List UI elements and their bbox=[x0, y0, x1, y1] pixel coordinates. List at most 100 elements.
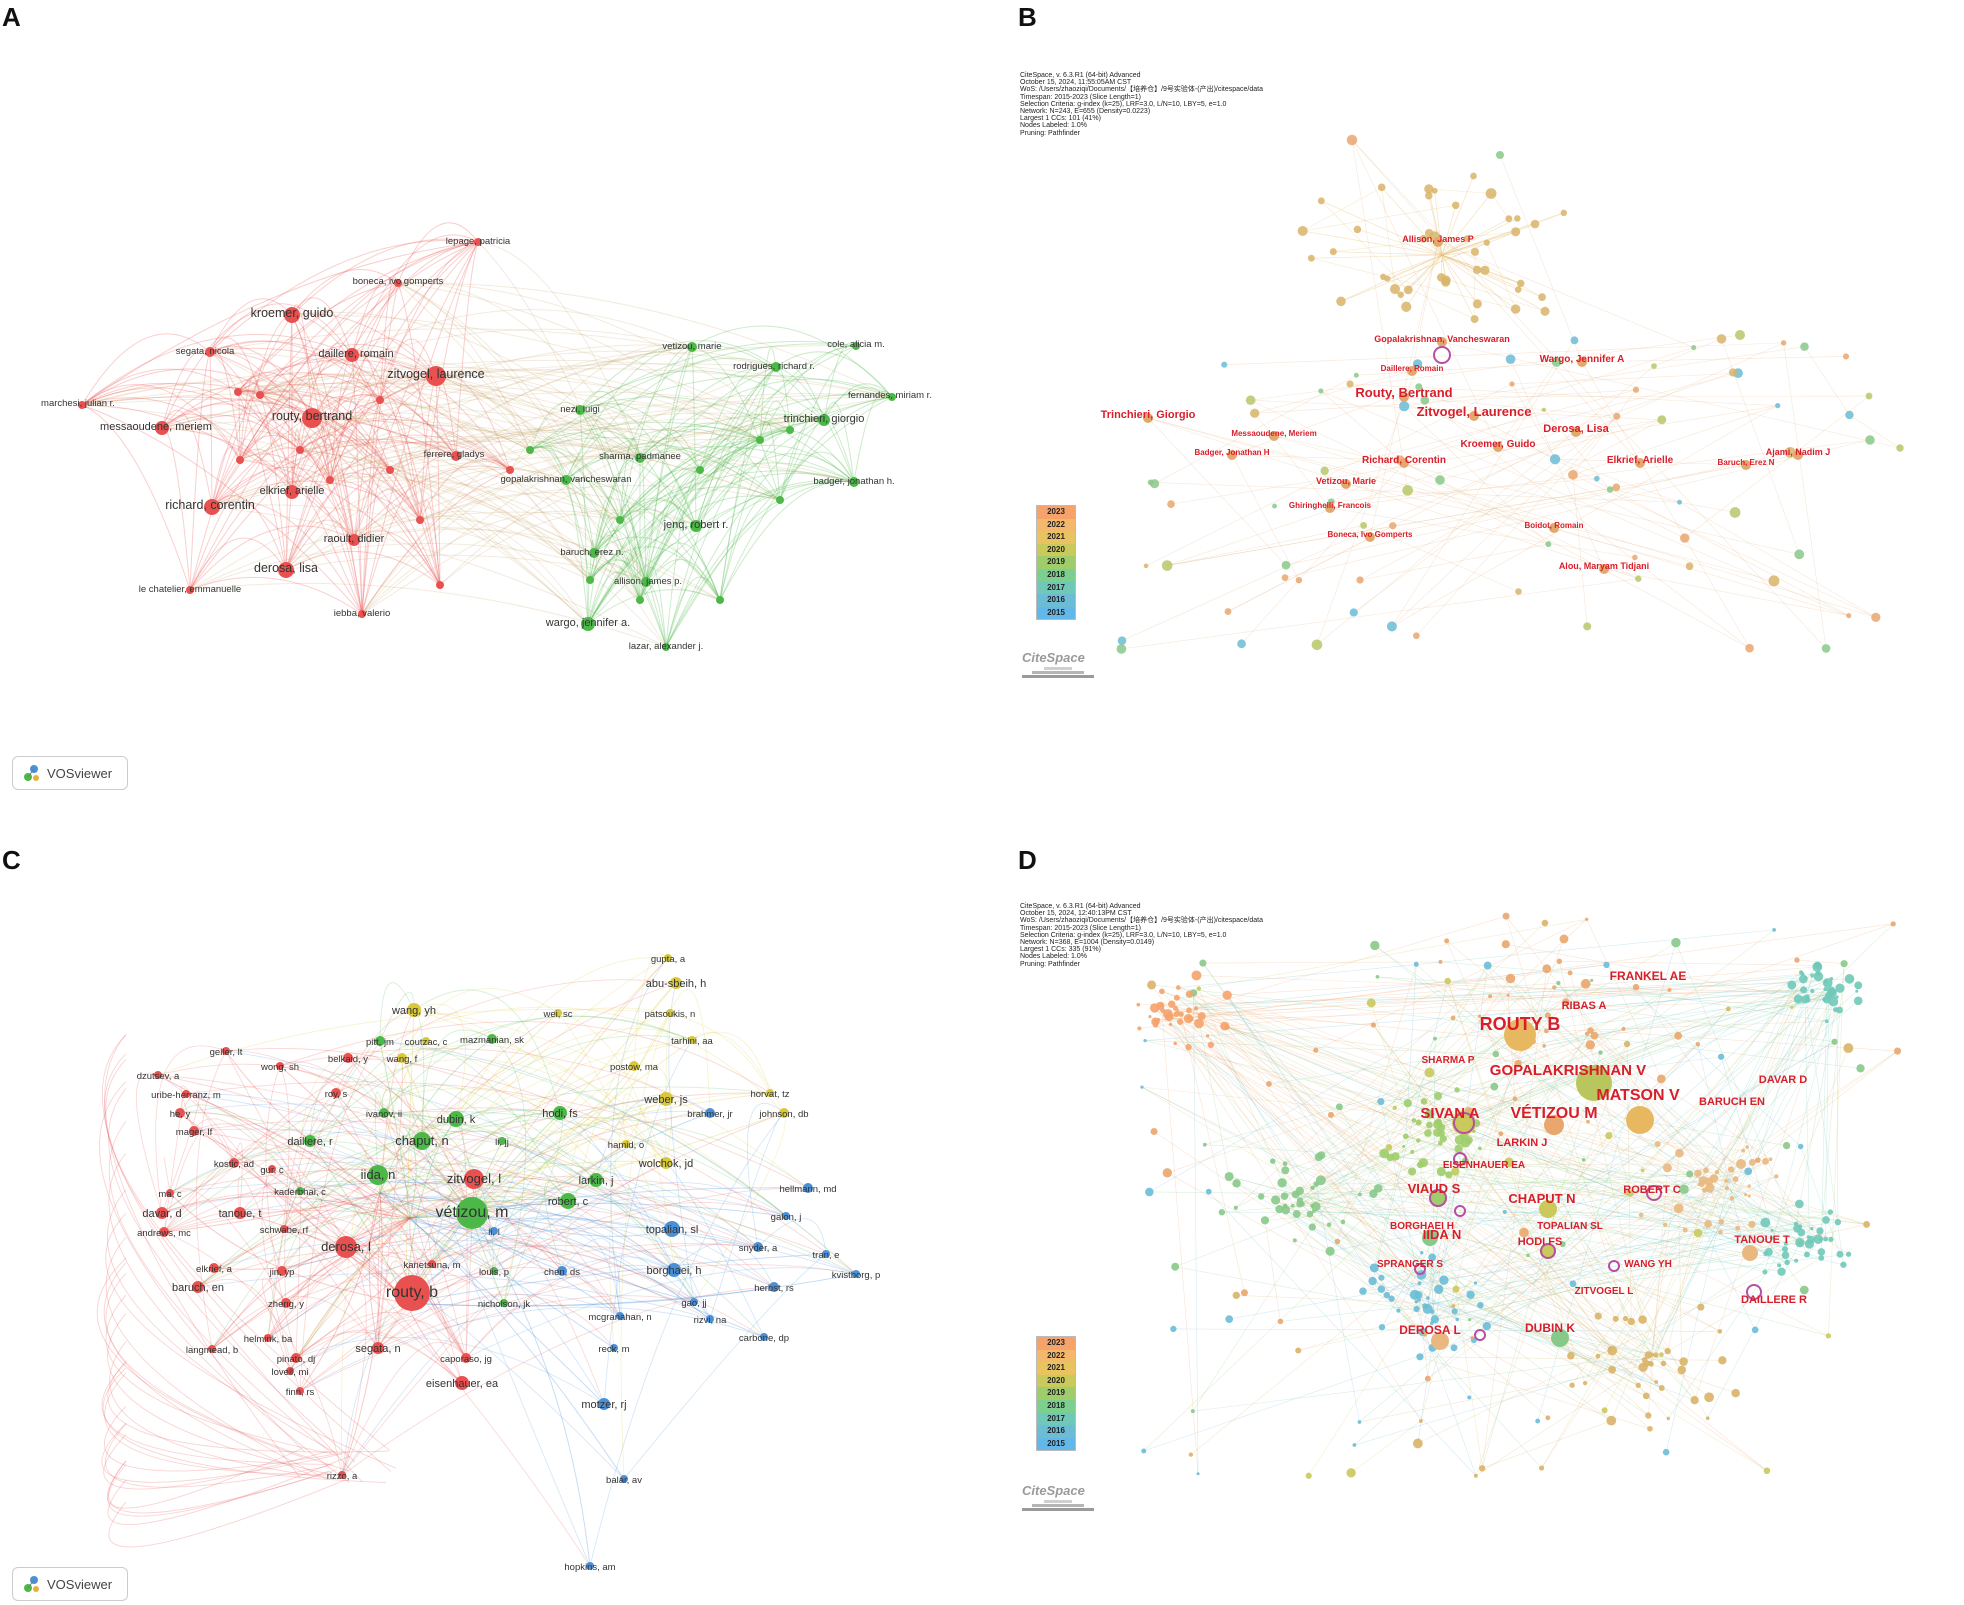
network-node bbox=[1281, 560, 1291, 570]
node-hopkins-am bbox=[586, 1562, 594, 1570]
edge bbox=[639, 378, 893, 459]
edge bbox=[1351, 139, 1408, 491]
label-daillere-romain: daillere, romain bbox=[318, 348, 393, 360]
network-node bbox=[1356, 576, 1364, 584]
network-node bbox=[1143, 413, 1153, 423]
edge bbox=[587, 469, 701, 625]
label-rizvi-na: rizvi, na bbox=[694, 1315, 727, 1326]
network-node bbox=[1699, 1182, 1705, 1188]
network-node bbox=[1143, 563, 1149, 569]
edge bbox=[1373, 1024, 1647, 1397]
edge bbox=[1250, 399, 1662, 421]
nodes-b bbox=[1116, 134, 1904, 654]
edge bbox=[299, 1040, 427, 1192]
edge bbox=[309, 1088, 667, 1164]
network-node bbox=[1821, 644, 1831, 653]
edge bbox=[225, 1050, 411, 1219]
edge bbox=[1800, 1146, 1841, 1255]
label-reck-m: reck, m bbox=[598, 1344, 629, 1355]
edge bbox=[225, 1050, 759, 1248]
network-node bbox=[1452, 1111, 1476, 1135]
edge bbox=[345, 1039, 693, 1248]
edge bbox=[593, 486, 781, 554]
edge bbox=[107, 1189, 337, 1454]
edge bbox=[1161, 991, 1797, 1225]
edge bbox=[285, 1245, 775, 1304]
edge bbox=[211, 504, 591, 581]
edge bbox=[1484, 270, 1521, 284]
label-boneca-ivo-gomperts: boneca, ivo gomperts bbox=[353, 276, 444, 287]
edge bbox=[1440, 992, 1833, 1128]
edge bbox=[593, 550, 667, 648]
edge bbox=[719, 480, 855, 601]
edge bbox=[665, 1012, 671, 1164]
edge bbox=[341, 1162, 667, 1476]
edge bbox=[1511, 372, 1738, 385]
network-node bbox=[1399, 392, 1409, 402]
edge bbox=[1487, 965, 1766, 1223]
network-node bbox=[1149, 1003, 1160, 1013]
edge bbox=[775, 363, 825, 421]
edge bbox=[1254, 370, 1413, 414]
edge bbox=[1611, 973, 1803, 1421]
network-node bbox=[1748, 1158, 1756, 1166]
edge bbox=[161, 409, 213, 508]
network-node bbox=[1277, 1318, 1284, 1325]
edge bbox=[1471, 1009, 1840, 1338]
label-frankel-ae: FRANKEL AE bbox=[1610, 969, 1687, 983]
edge bbox=[1284, 1015, 1548, 1164]
edge bbox=[1331, 462, 1405, 503]
network-node bbox=[1425, 1121, 1433, 1129]
edge bbox=[587, 525, 697, 625]
edge bbox=[353, 465, 511, 541]
edge bbox=[1849, 414, 1901, 449]
network-node bbox=[1167, 500, 1175, 508]
edge bbox=[1236, 1183, 1419, 1296]
label-ma-c: ma, c bbox=[158, 1189, 181, 1200]
edge bbox=[1804, 999, 1810, 1244]
edge bbox=[579, 340, 857, 411]
label-louis-p: louis, p bbox=[479, 1267, 509, 1278]
edge bbox=[1453, 1185, 1750, 1307]
edge bbox=[1667, 1189, 1705, 1352]
edge bbox=[299, 1190, 411, 1220]
edge bbox=[105, 1213, 397, 1469]
network-node bbox=[1205, 1034, 1210, 1038]
edge bbox=[695, 453, 855, 527]
network-node bbox=[1506, 993, 1510, 997]
edge bbox=[329, 472, 641, 601]
edge bbox=[1354, 990, 1857, 1446]
edge bbox=[233, 1157, 759, 1248]
edge bbox=[283, 1228, 463, 1384]
edge bbox=[1285, 452, 1791, 566]
citespace-logo-text: CiteSpace bbox=[1022, 1483, 1085, 1498]
network-node bbox=[1552, 985, 1557, 990]
network-node bbox=[1580, 978, 1591, 989]
edge bbox=[259, 391, 421, 521]
node-trinchieri-giorgio bbox=[818, 414, 830, 426]
edge bbox=[1168, 1015, 1459, 1150]
edge bbox=[108, 1460, 338, 1514]
network-node bbox=[1325, 1246, 1335, 1256]
edge bbox=[259, 344, 437, 396]
network-node bbox=[1763, 1467, 1771, 1475]
edge bbox=[619, 418, 825, 521]
edge bbox=[1481, 968, 1548, 1469]
edge bbox=[197, 1112, 561, 1288]
edge bbox=[239, 376, 261, 461]
edge bbox=[665, 396, 893, 648]
edge bbox=[163, 1092, 337, 1233]
edge bbox=[161, 427, 621, 521]
edge bbox=[103, 1262, 311, 1476]
network-node bbox=[1754, 1157, 1761, 1164]
edge bbox=[405, 957, 669, 1304]
edge bbox=[435, 375, 621, 521]
metadata-b-line-5: Network: N=243, E=655 (Density=0.0223) bbox=[1020, 108, 1151, 116]
edge bbox=[353, 527, 647, 583]
network-node bbox=[1834, 1218, 1842, 1226]
node-routy-b bbox=[394, 1275, 430, 1311]
edge bbox=[1416, 964, 1589, 1122]
edge bbox=[493, 1098, 667, 1232]
network-node bbox=[1292, 1210, 1301, 1218]
edge bbox=[1155, 1025, 1649, 1356]
